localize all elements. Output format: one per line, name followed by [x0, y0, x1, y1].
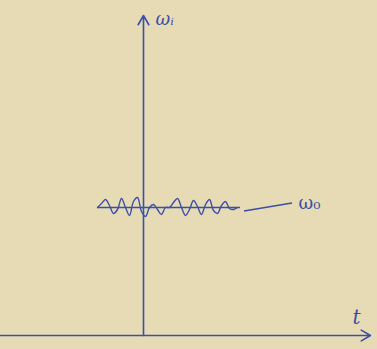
svg-text:ω₀: ω₀: [299, 192, 321, 213]
svg-text:t: t: [352, 305, 361, 329]
svg-text:ωᵢ: ωᵢ: [156, 8, 175, 29]
